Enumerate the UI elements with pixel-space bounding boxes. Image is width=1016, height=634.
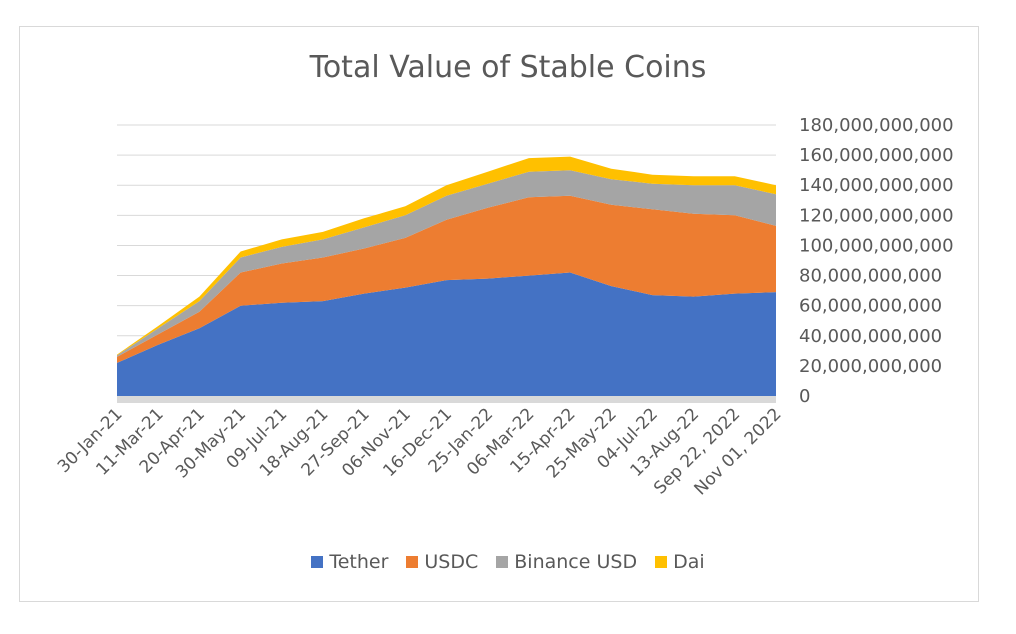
y-tick-label: 80,000,000,000 [799, 266, 942, 287]
legend-swatch [496, 556, 509, 568]
y-tick-label: 140,000,000,000 [799, 175, 954, 196]
legend-label: Tether [329, 551, 389, 573]
legend-swatch [406, 556, 419, 568]
series-areas [117, 156, 776, 396]
y-axis-ticks: 0 20,000,000,000 40,000,000,000 60,000,000,… [799, 115, 954, 407]
legend-item: USDC [406, 551, 478, 573]
x-axis-line [117, 396, 776, 403]
legend-label: Dai [673, 551, 705, 573]
y-tick-label: 0 [799, 386, 810, 407]
y-tick-label: 20,000,000,000 [799, 356, 942, 377]
legend-item: Binance USD [496, 551, 637, 573]
y-tick-label: 180,000,000,000 [799, 115, 954, 136]
series-area-dai [117, 156, 776, 356]
y-tick-label: 100,000,000,000 [799, 235, 954, 256]
x-axis-ticks: 30-Jan-2111-Mar-2120-Apr-2130-May-2109-J… [54, 404, 786, 499]
x-axis-baseline [117, 396, 776, 403]
y-tick-label: 160,000,000,000 [799, 145, 954, 166]
legend-item: Dai [655, 551, 705, 573]
legend-label: Binance USD [514, 551, 638, 573]
series-area-usdc [117, 195, 776, 363]
y-tick-label: 60,000,000,000 [799, 296, 942, 317]
legend-swatch [655, 556, 668, 568]
legend: Tether USDC Binance USD Dai [0, 551, 1016, 573]
legend-item: Tether [311, 551, 388, 573]
legend-swatch [311, 556, 324, 568]
y-tick-label: 120,000,000,000 [799, 205, 954, 226]
series-area-tether [117, 272, 776, 396]
series-area-binance-usd [117, 170, 776, 357]
chart-title: Total Value of Stable Coins [309, 50, 707, 85]
y-tick-label: 40,000,000,000 [799, 326, 942, 347]
legend-label: USDC [424, 551, 479, 573]
